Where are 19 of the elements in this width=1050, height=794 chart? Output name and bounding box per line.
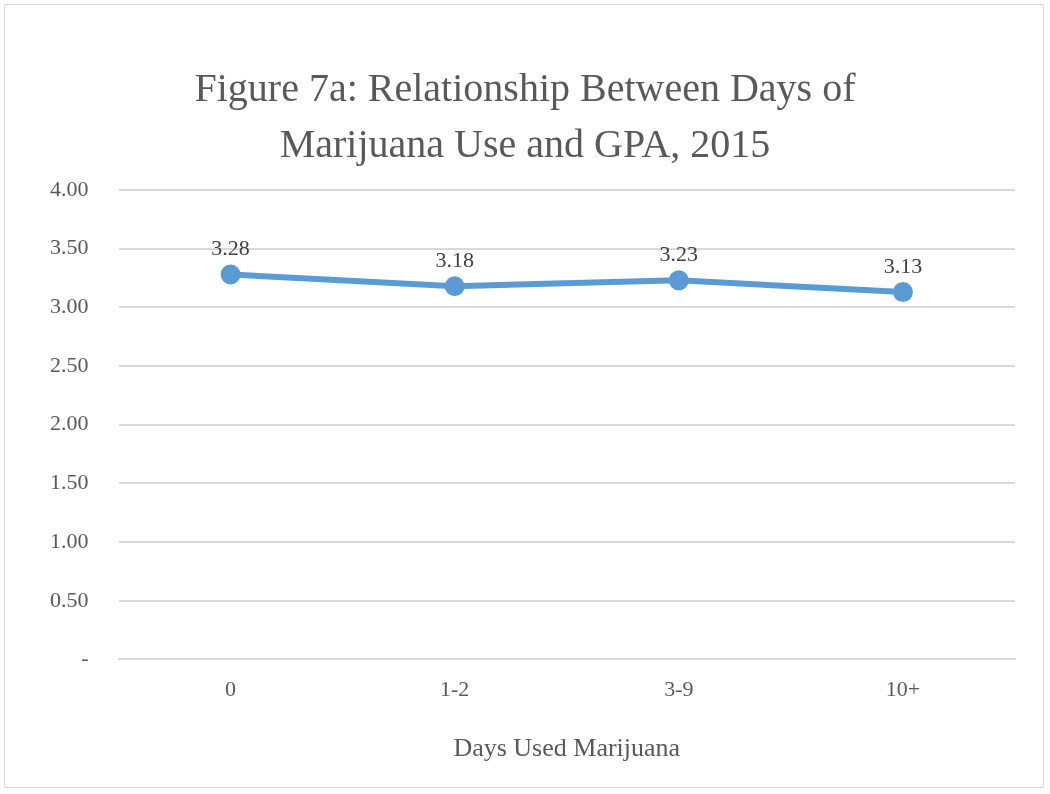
x-tick-label: 10+ bbox=[885, 676, 921, 702]
y-tick-label: 2.00 bbox=[50, 410, 89, 436]
x-tick-label: 0 bbox=[225, 676, 237, 702]
data-label: 3.13 bbox=[883, 252, 923, 278]
data-label: 3.28 bbox=[211, 235, 250, 261]
x-tick-label: 1-2 bbox=[440, 676, 470, 702]
y-tick-label: 2.50 bbox=[50, 351, 89, 377]
y-tick-label: - bbox=[81, 645, 89, 671]
y-tick-label: 0.50 bbox=[50, 586, 89, 612]
y-tick-label: 3.50 bbox=[50, 234, 89, 260]
data-label: 3.23 bbox=[659, 241, 699, 267]
y-tick-label: 3.00 bbox=[50, 293, 89, 319]
chart-title: Figure 7a: Relationship Between Days of Marijuana Use and GPA, 2015 bbox=[193, 64, 857, 168]
data-label: 3.18 bbox=[435, 247, 474, 273]
y-tick-label: 4.00 bbox=[50, 175, 89, 201]
y-tick-label: 1.00 bbox=[50, 527, 89, 553]
x-axis-title: Days Used Marijuana bbox=[453, 733, 681, 763]
x-tick-label: 3-9 bbox=[664, 676, 694, 702]
y-tick-label: 1.50 bbox=[50, 469, 89, 495]
